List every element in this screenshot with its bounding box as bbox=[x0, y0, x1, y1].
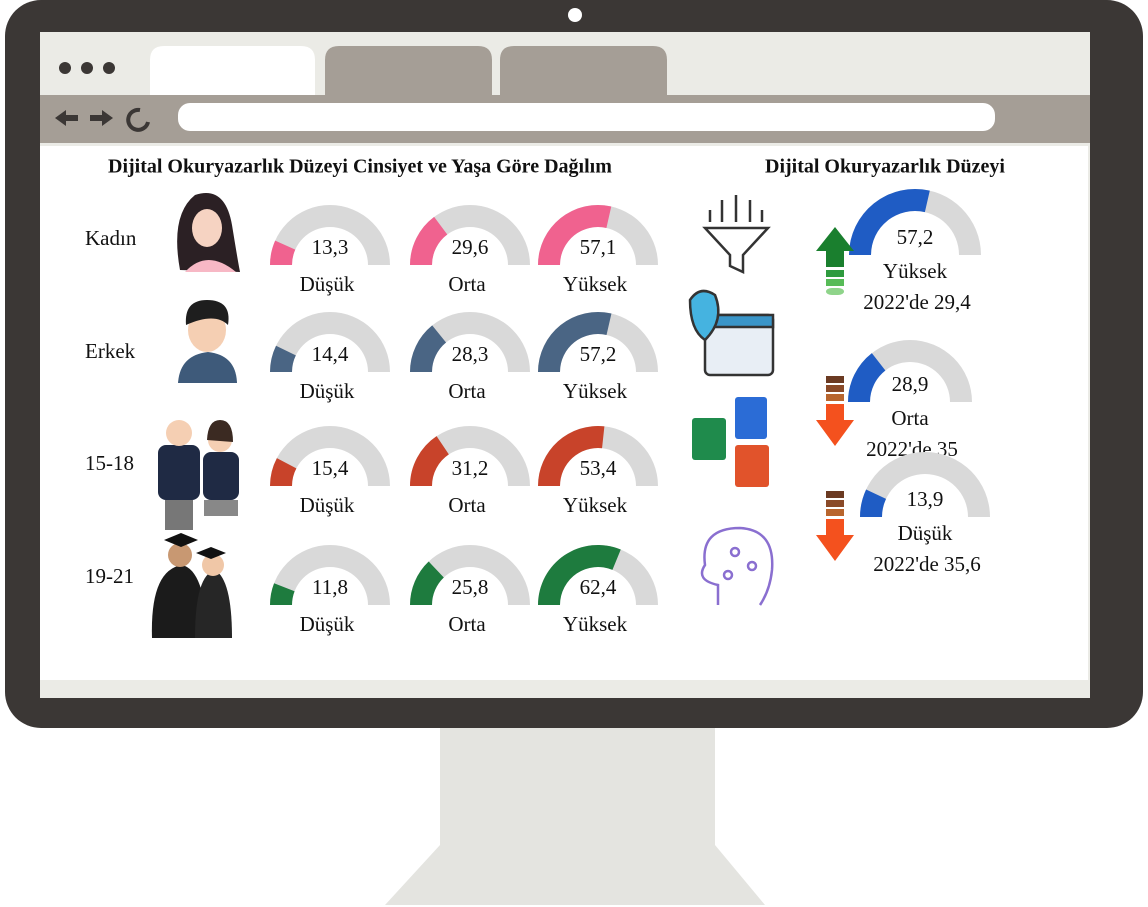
window-dot bbox=[103, 62, 115, 74]
gauge-category: Düşük bbox=[898, 521, 953, 545]
gauge-value: 13,9 bbox=[907, 487, 944, 511]
url-field[interactable] bbox=[178, 103, 995, 131]
gauge-category: Orta bbox=[891, 406, 929, 430]
gauge-value: 53,4 bbox=[580, 456, 617, 480]
gauge-value: 14,4 bbox=[312, 342, 349, 366]
gauge-value: 28,3 bbox=[452, 342, 489, 366]
tab[interactable] bbox=[500, 46, 667, 95]
trend-bar bbox=[826, 394, 844, 401]
trend-bar bbox=[826, 376, 844, 383]
gauge-value: 13,3 bbox=[312, 235, 349, 259]
page: Dijital Okuryazarlık Düzeyi Cinsiyet ve … bbox=[0, 0, 1148, 907]
gauge-value: 57,2 bbox=[580, 342, 617, 366]
left-title: Dijital Okuryazarlık Düzeyi Cinsiyet ve … bbox=[108, 156, 612, 178]
tab[interactable] bbox=[325, 46, 492, 95]
row-label: 15-18 bbox=[85, 451, 134, 475]
trend-bar bbox=[826, 279, 844, 286]
gauge-value: 28,9 bbox=[892, 372, 929, 396]
gauge-category: Düşük bbox=[300, 379, 355, 403]
gauge-category: Yüksek bbox=[563, 379, 628, 403]
gauge-category: Yüksek bbox=[883, 259, 948, 283]
trend-bar bbox=[826, 509, 844, 516]
gauge-value: 29,6 bbox=[452, 235, 489, 259]
gauge-category: Düşük bbox=[300, 612, 355, 636]
trend-bar bbox=[826, 288, 844, 295]
gauge-note: 2022'de 29,4 bbox=[863, 290, 971, 314]
gauge-value: 57,1 bbox=[580, 235, 617, 259]
trend-bar bbox=[826, 491, 844, 498]
monitor-stand bbox=[385, 728, 765, 905]
window-dot bbox=[81, 62, 93, 74]
gauge-category: Düşük bbox=[300, 272, 355, 296]
gauge-category: Orta bbox=[448, 493, 486, 517]
trend-bar bbox=[826, 385, 844, 392]
active-tab[interactable] bbox=[150, 46, 315, 95]
trend-bar bbox=[826, 500, 844, 507]
window-dot bbox=[59, 62, 71, 74]
gauge-value: 25,8 bbox=[452, 575, 489, 599]
gauge-category: Orta bbox=[448, 272, 486, 296]
gauge-value: 31,2 bbox=[452, 456, 489, 480]
gauge-value: 11,8 bbox=[312, 575, 348, 599]
right-title: Dijital Okuryazarlık Düzeyi bbox=[765, 156, 1005, 178]
gauge-category: Orta bbox=[448, 379, 486, 403]
gauge-value: 62,4 bbox=[580, 575, 617, 599]
gauge-value: 15,4 bbox=[312, 456, 349, 480]
trend-bar bbox=[826, 270, 844, 277]
gauge-category: Yüksek bbox=[563, 612, 628, 636]
camera bbox=[568, 8, 582, 22]
gauge-category: Orta bbox=[448, 612, 486, 636]
gauge-category: Yüksek bbox=[563, 272, 628, 296]
row-label: 19-21 bbox=[85, 564, 134, 588]
gauge-value: 57,2 bbox=[897, 225, 934, 249]
row-label: Kadın bbox=[85, 226, 137, 250]
gauge-note: 2022'de 35,6 bbox=[873, 552, 981, 576]
row-label: Erkek bbox=[85, 339, 136, 363]
gauge-category: Yüksek bbox=[563, 493, 628, 517]
gauge-category: Düşük bbox=[300, 493, 355, 517]
